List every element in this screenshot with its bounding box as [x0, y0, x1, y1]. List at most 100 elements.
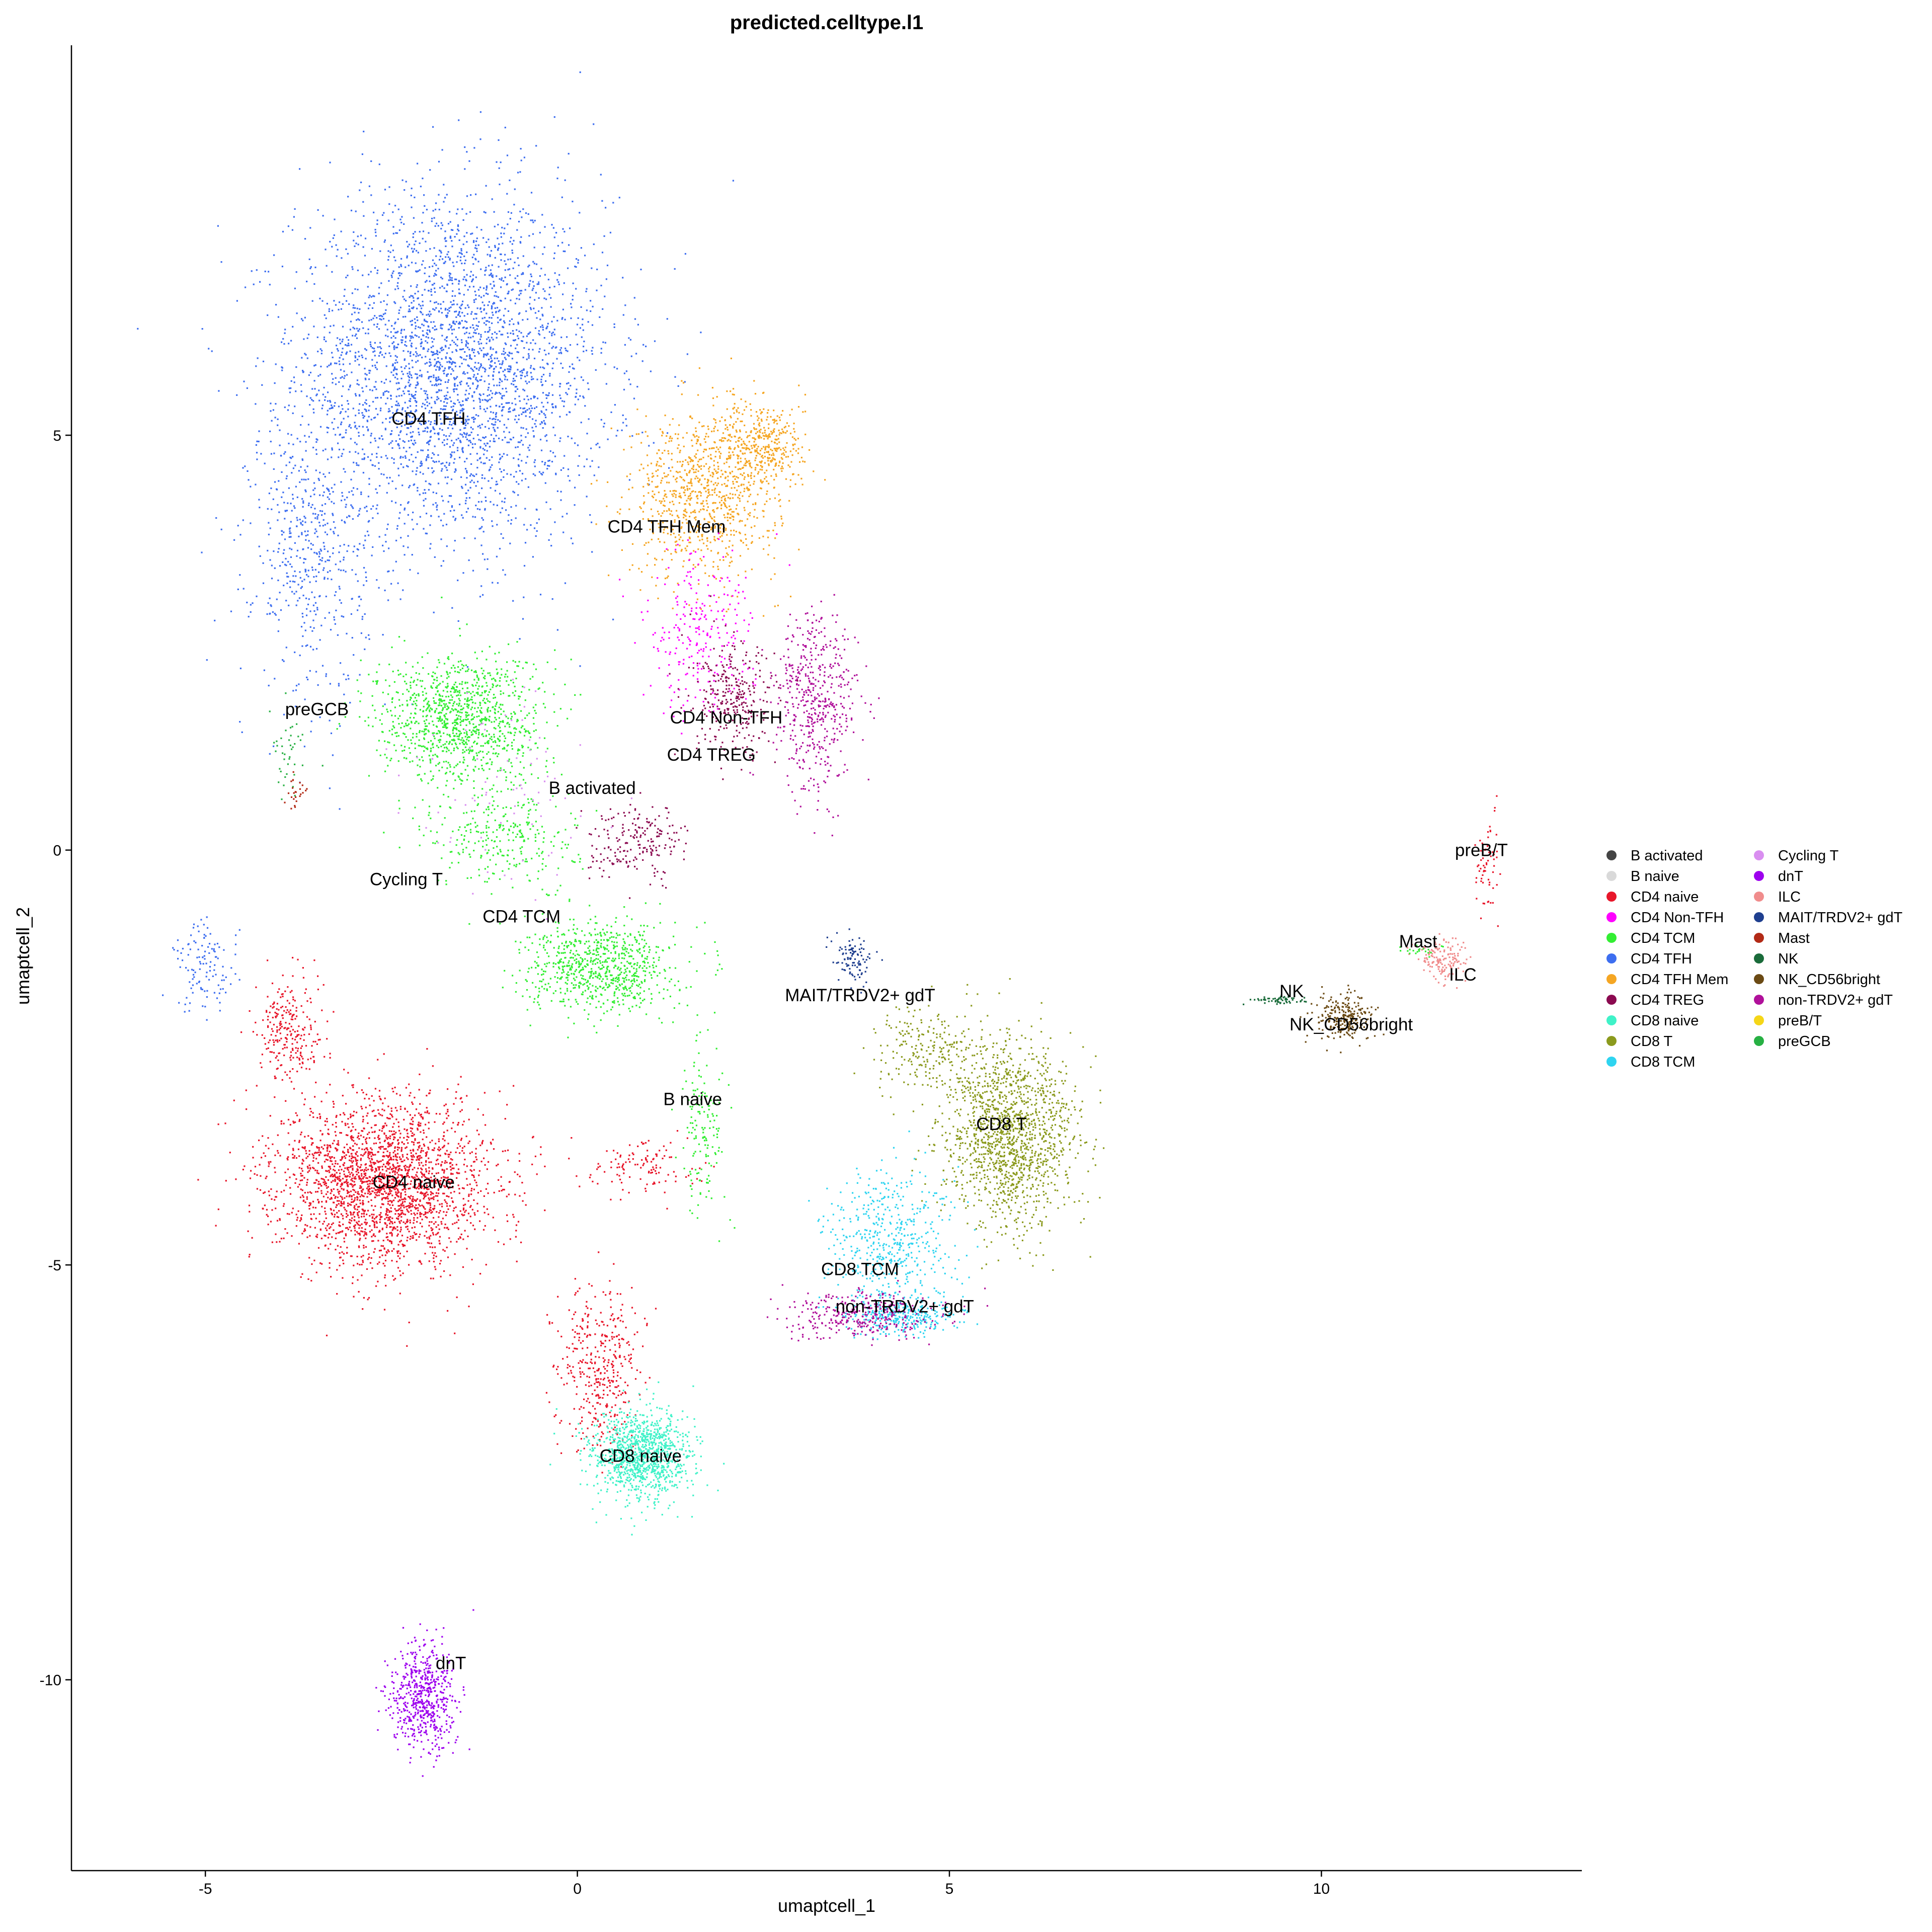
cluster-points-cd8-tcm	[818, 1289, 979, 1340]
legend-swatch	[1606, 871, 1617, 881]
cluster-points-mait-trdv2-gdt	[826, 928, 883, 994]
legend-swatch	[1606, 933, 1617, 943]
legend-item: dnT	[1754, 868, 1803, 884]
cluster-labels: CD4 TFH CD4 TFH Mem preGCB CD4 Non-TFH CD4 T…	[285, 409, 1508, 1673]
cluster-label: CD4 TFH Mem	[608, 517, 726, 537]
legend-label: dnT	[1778, 868, 1803, 884]
cluster-label: CD4 TCM	[482, 907, 560, 927]
cluster-points-cd4-tcm	[336, 596, 582, 832]
legend-swatch	[1606, 953, 1617, 963]
cluster-label: CD4 TREG	[667, 745, 756, 765]
cluster-points-cd4-naive	[1474, 795, 1501, 927]
legend-swatch	[1754, 953, 1764, 963]
legend-label: preB/T	[1778, 1013, 1822, 1029]
cluster-label: preB/T	[1455, 841, 1508, 860]
chart-title: predicted.celltype.l1	[730, 12, 924, 34]
cluster-label: CD4 Non-TFH	[670, 708, 783, 728]
legend-label: MAIT/TRDV2+ gdT	[1778, 910, 1903, 926]
legend-item: Cycling T	[1754, 848, 1839, 864]
legend-item: CD4 naive	[1606, 889, 1699, 905]
legend-swatch	[1754, 1036, 1764, 1046]
legend-label: CD8 T	[1631, 1033, 1673, 1050]
x-tick-label: 5	[945, 1881, 954, 1897]
legend-label: ILC	[1778, 889, 1801, 905]
cluster-points-cycling-t	[385, 679, 632, 920]
cluster-label: B naive	[663, 1089, 722, 1109]
legend-swatch	[1606, 1036, 1617, 1046]
legend-label: NK	[1778, 951, 1799, 967]
cluster-points-cd4-naive	[545, 1251, 657, 1474]
x-tick-label: -5	[199, 1881, 212, 1897]
legend-label: CD4 TREG	[1631, 992, 1704, 1008]
cluster-label: CD4 naive	[373, 1172, 455, 1192]
cluster-points-cd8-tcm	[808, 1131, 979, 1338]
legend-item: NK_CD56bright	[1754, 972, 1880, 988]
cluster-label: Cycling T	[370, 869, 443, 889]
legend-item: preB/T	[1754, 1013, 1822, 1029]
cluster-points-cd8-t	[853, 986, 983, 1134]
cluster-label: preGCB	[285, 699, 349, 719]
cluster-points-nk	[1243, 995, 1307, 1005]
cluster-points-non-trdv2-gdt	[766, 1280, 989, 1346]
legend-item: CD4 TFH	[1606, 951, 1692, 967]
cluster-points-cd8-naive	[549, 1381, 725, 1536]
cluster-label: Mast	[1399, 932, 1437, 951]
cluster-points-cd4-tfh-mem	[697, 384, 811, 501]
legend-swatch	[1754, 850, 1764, 860]
cluster-label: NK	[1279, 982, 1304, 1001]
axes	[70, 45, 1582, 1872]
y-tick-label: -10	[40, 1672, 61, 1689]
cluster-label: CD4 TFH	[391, 409, 465, 429]
cluster-points-nk-cd56bright	[1300, 985, 1385, 1054]
legend-label: preGCB	[1778, 1033, 1831, 1050]
cluster-label: CD8 TCM	[821, 1259, 899, 1279]
legend-swatch	[1754, 892, 1764, 902]
legend-swatch	[1606, 995, 1617, 1005]
legend-item: Mast	[1754, 930, 1810, 946]
cluster-points-pregcb	[269, 692, 324, 800]
cluster-points-cd4-naive	[197, 1048, 546, 1347]
y-tick-label: 0	[53, 843, 61, 859]
cluster-label: CD8 T	[976, 1114, 1027, 1134]
legend-label: CD4 Non-TFH	[1631, 910, 1724, 926]
legend-item: CD4 TREG	[1606, 992, 1704, 1008]
y-tick-label: -5	[48, 1257, 61, 1274]
cluster-points-cd4-tcm	[383, 747, 598, 925]
legend-item: CD4 TFH Mem	[1606, 972, 1728, 988]
legend-item: non-TRDV2+ gdT	[1754, 992, 1893, 1008]
cluster-points-cd4-tcm	[499, 890, 723, 1038]
legend-item: CD4 TCM	[1606, 930, 1695, 946]
cluster-points-cd4-treg	[576, 792, 688, 899]
legend-item: ILC	[1754, 889, 1801, 905]
cluster-points-cd4-naive	[540, 1130, 715, 1210]
legend-swatch	[1754, 974, 1764, 984]
cluster-points-cd4-tfh	[206, 332, 398, 810]
legend-swatch	[1606, 912, 1617, 922]
cluster-points-cd4-tcm	[671, 1012, 736, 1242]
legend-swatch	[1606, 850, 1617, 860]
cluster-points-cd4-tfh	[137, 71, 734, 735]
legend-item: CD8 T	[1606, 1033, 1673, 1050]
legend-swatch	[1606, 892, 1617, 902]
legend-swatch	[1606, 1057, 1617, 1067]
cluster-points-non-trdv2-gdt	[749, 594, 880, 837]
y-tick-label: 5	[53, 428, 61, 444]
legend-item: CD8 naive	[1606, 1013, 1699, 1029]
legend-item: CD4 Non-TFH	[1606, 910, 1724, 926]
legend-swatch	[1754, 1015, 1764, 1025]
legend-label: Mast	[1778, 930, 1810, 946]
x-axis-title: umaptcell_1	[778, 1895, 875, 1916]
cluster-points-cd4-treg	[669, 595, 798, 780]
legend-label: CD4 TCM	[1631, 930, 1695, 946]
cluster-label: ILC	[1449, 965, 1476, 985]
cluster-label: dnT	[436, 1654, 466, 1673]
legend-item: preGCB	[1754, 1033, 1831, 1050]
cluster-label: B activated	[549, 778, 636, 798]
legend-label: CD8 TCM	[1631, 1054, 1695, 1070]
legend-item: NK	[1754, 951, 1799, 967]
axis-ticks: -5 0 5 10 -10 -5 0 5	[40, 428, 1330, 1897]
cluster-label: NK_CD56bright	[1290, 1015, 1413, 1034]
cluster-points-ilc	[1406, 933, 1472, 989]
cluster-label: MAIT/TRDV2+ gdT	[785, 986, 935, 1005]
